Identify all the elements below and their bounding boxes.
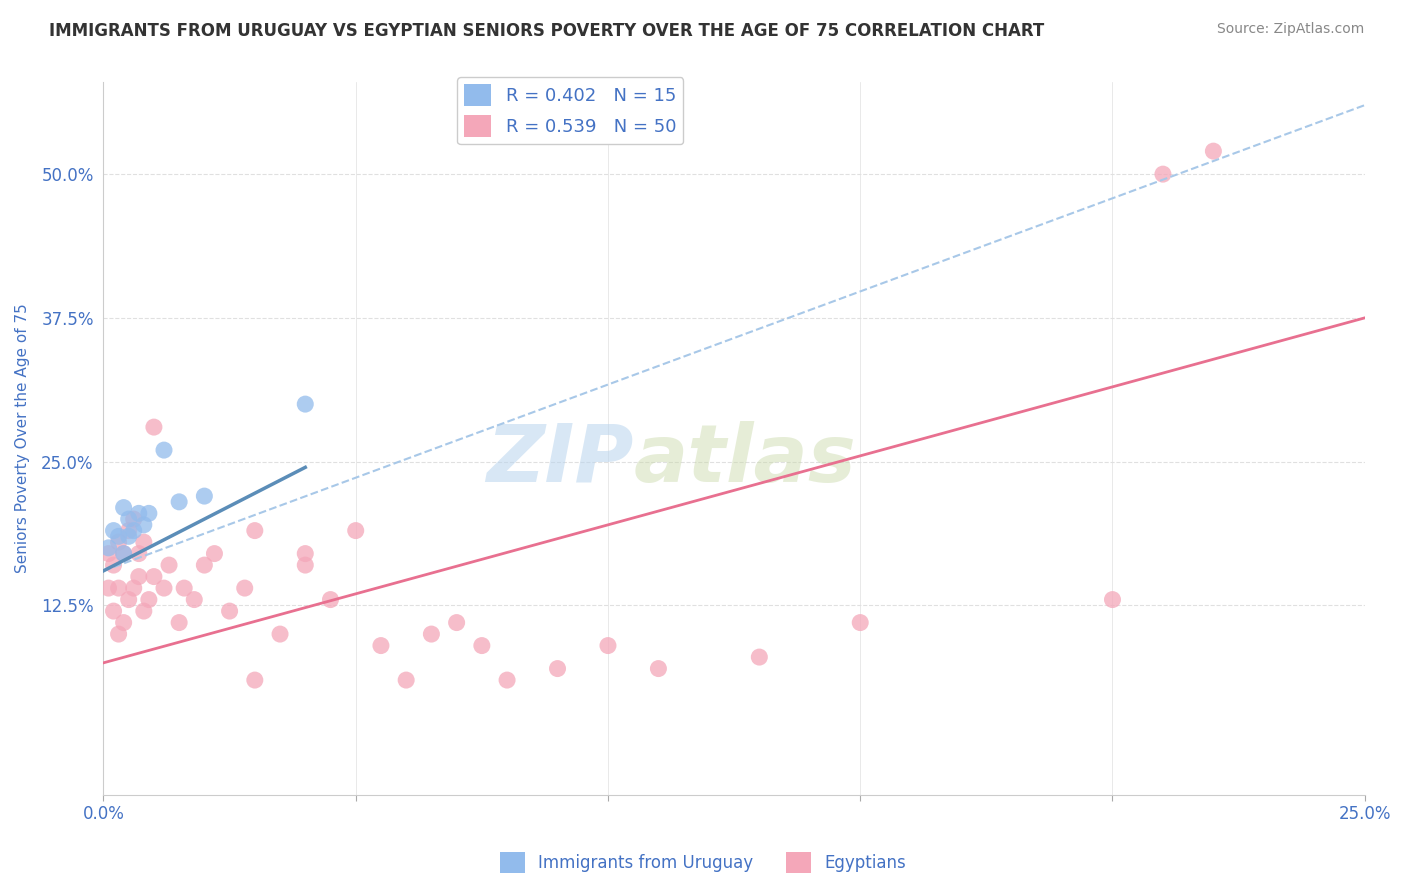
Point [118, 529, 141, 543]
Point [122, 524, 145, 538]
Point [183, 592, 205, 607]
Point [243, 524, 266, 538]
Text: ZIP: ZIP [486, 421, 633, 499]
Point [112, 615, 135, 630]
Point [370, 639, 392, 653]
Point [1152, 167, 1174, 181]
Point [132, 535, 155, 549]
Point [1101, 592, 1123, 607]
Point [142, 569, 165, 583]
Text: atlas: atlas [633, 421, 856, 499]
Point [1202, 144, 1225, 158]
Point [107, 627, 129, 641]
Point [138, 507, 160, 521]
Point [173, 581, 195, 595]
Point [193, 558, 215, 573]
Point [496, 673, 519, 687]
Point [118, 512, 141, 526]
Point [596, 639, 619, 653]
Point [471, 639, 494, 653]
Point [97, 547, 120, 561]
Point [153, 581, 176, 595]
Point [395, 673, 418, 687]
Point [122, 512, 145, 526]
Point [112, 547, 135, 561]
Point [128, 569, 150, 583]
Point [294, 397, 316, 411]
Point [138, 592, 160, 607]
Point [167, 615, 190, 630]
Point [243, 673, 266, 687]
Point [118, 592, 141, 607]
Point [97, 541, 120, 555]
Point [218, 604, 240, 618]
Point [319, 592, 342, 607]
Point [142, 420, 165, 434]
Point [344, 524, 367, 538]
Legend: Immigrants from Uruguay, Egyptians: Immigrants from Uruguay, Egyptians [494, 846, 912, 880]
Point [420, 627, 443, 641]
Point [107, 581, 129, 595]
Point [269, 627, 291, 641]
Point [97, 581, 120, 595]
Point [547, 662, 569, 676]
Point [204, 547, 226, 561]
Point [849, 615, 872, 630]
Point [128, 547, 150, 561]
Point [103, 558, 125, 573]
Point [233, 581, 256, 595]
Point [193, 489, 215, 503]
Point [647, 662, 669, 676]
Point [748, 650, 770, 665]
Point [157, 558, 180, 573]
Point [112, 500, 135, 515]
Point [132, 604, 155, 618]
Text: Source: ZipAtlas.com: Source: ZipAtlas.com [1216, 22, 1364, 37]
Point [446, 615, 468, 630]
Point [112, 547, 135, 561]
Text: IMMIGRANTS FROM URUGUAY VS EGYPTIAN SENIORS POVERTY OVER THE AGE OF 75 CORRELATI: IMMIGRANTS FROM URUGUAY VS EGYPTIAN SENI… [49, 22, 1045, 40]
Point [118, 524, 141, 538]
Point [103, 604, 125, 618]
Point [107, 529, 129, 543]
Point [294, 547, 316, 561]
Y-axis label: Seniors Poverty Over the Age of 75: Seniors Poverty Over the Age of 75 [15, 304, 30, 574]
Point [122, 581, 145, 595]
Point [294, 558, 316, 573]
Legend: R = 0.402   N = 15, R = 0.539   N = 50: R = 0.402 N = 15, R = 0.539 N = 50 [457, 77, 683, 145]
Point [107, 535, 129, 549]
Point [132, 517, 155, 532]
Point [167, 495, 190, 509]
Point [153, 443, 176, 458]
Point [103, 524, 125, 538]
Point [128, 507, 150, 521]
